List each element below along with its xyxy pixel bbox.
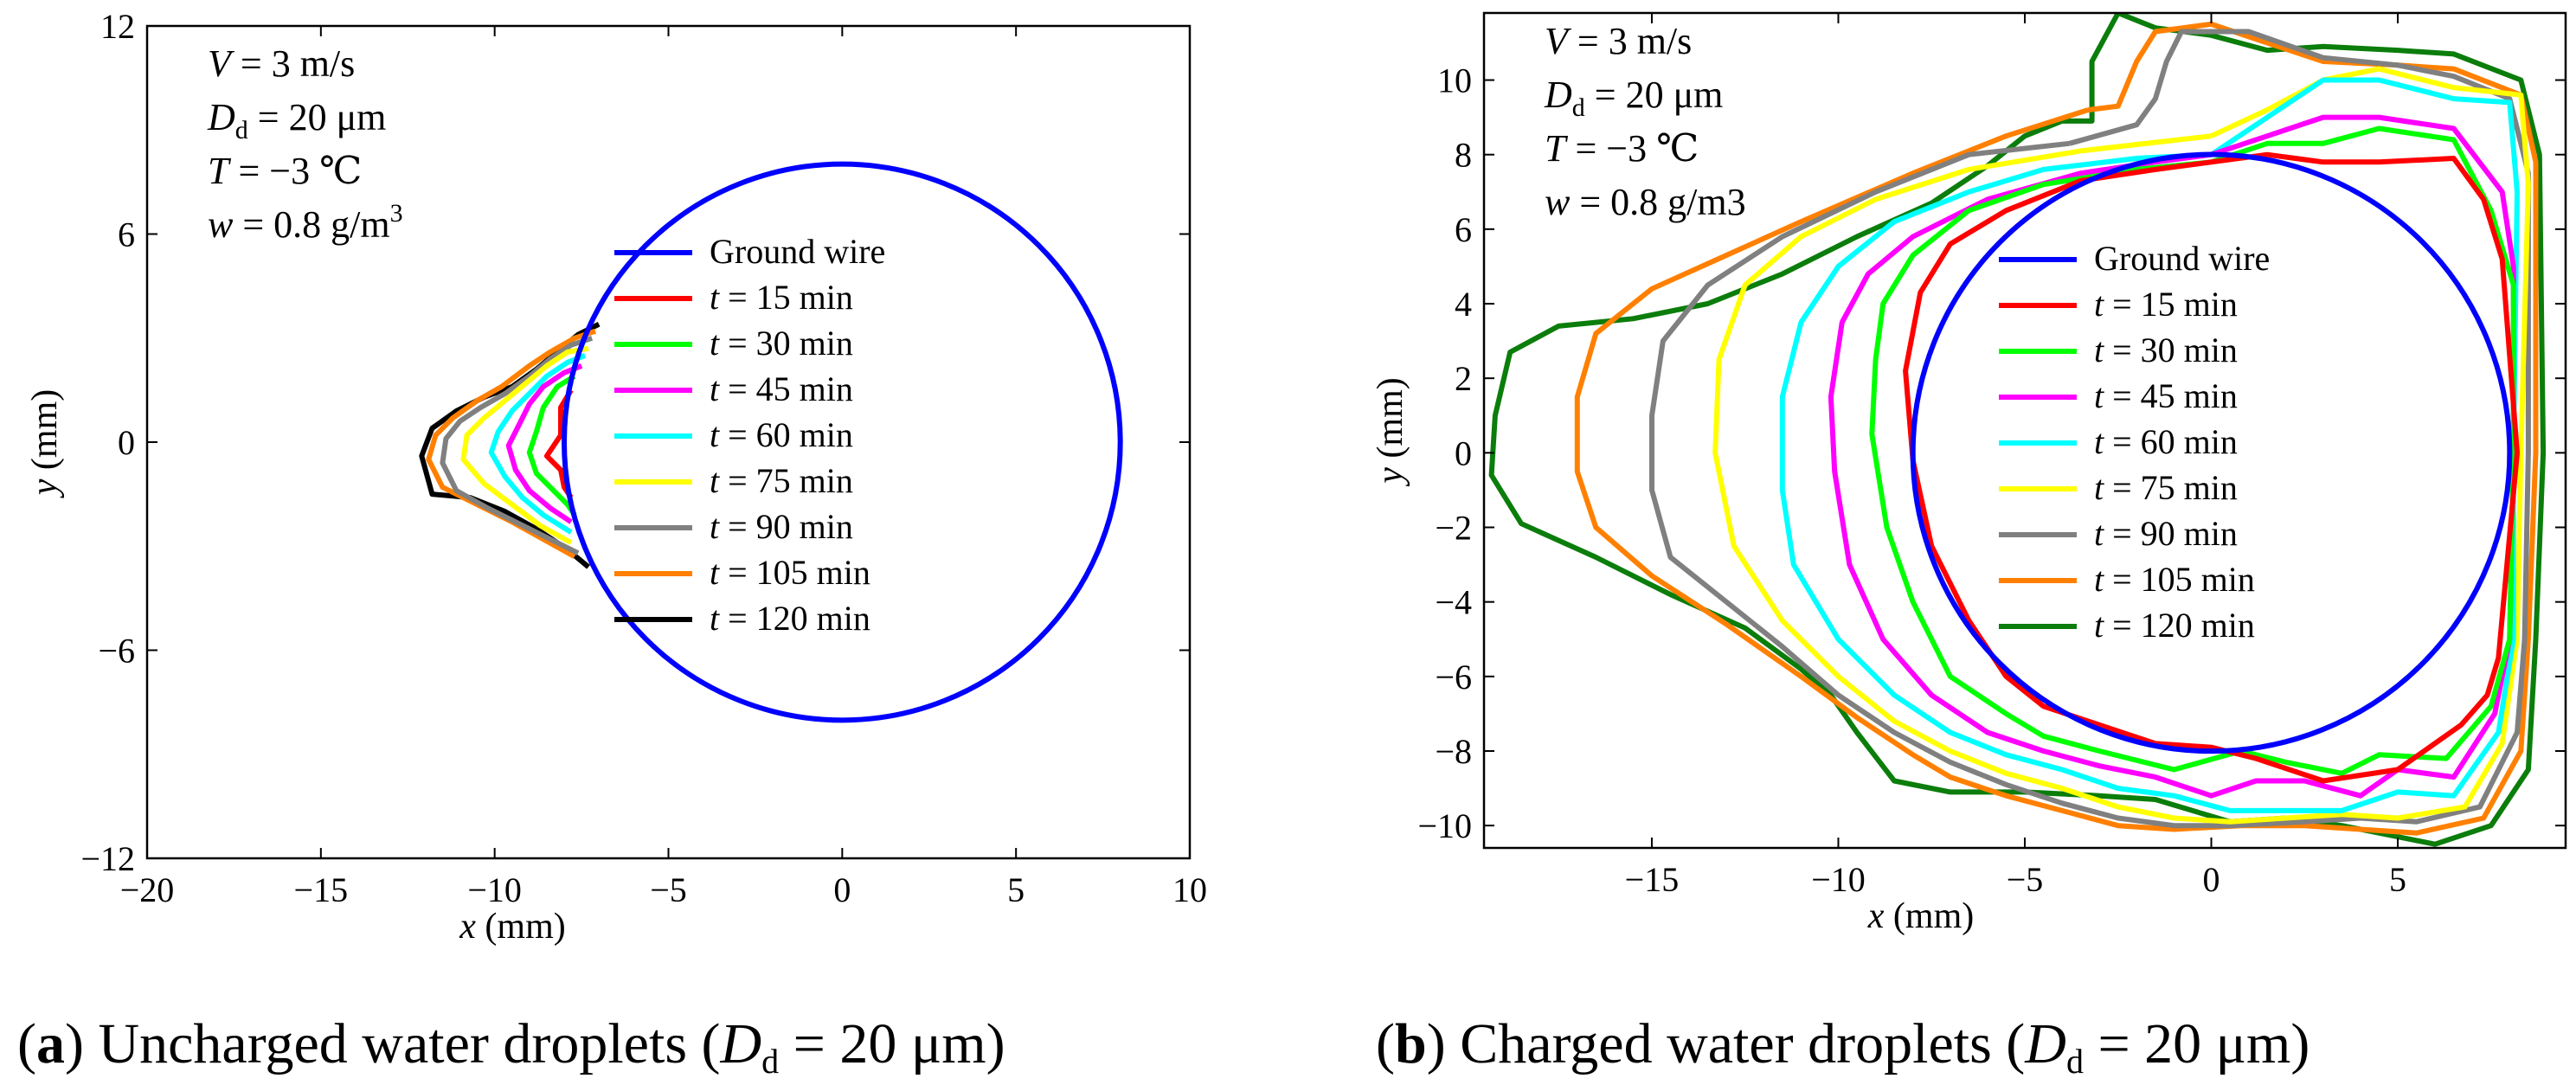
annotation-2: Dd = 20 μm (1544, 74, 1723, 122)
x-tick-label: −10 (467, 870, 522, 909)
legend-label: t = 30 min (2094, 331, 2238, 369)
y-tick-label: −8 (1435, 732, 1472, 771)
series-line (1903, 151, 2520, 784)
x-tick-label: −5 (2007, 860, 2044, 899)
y-tick-label: 4 (1455, 285, 1472, 324)
x-tick-label: 0 (2203, 860, 2220, 899)
series-line (488, 353, 587, 535)
caption-a-letter: a (36, 1012, 65, 1075)
series-line (1779, 77, 2520, 813)
y-tick-label: 8 (1455, 136, 1472, 175)
legend-label: Ground wire (2094, 239, 2270, 278)
y-tick-label: 6 (1455, 210, 1472, 249)
legend-label: t = 60 min (710, 415, 853, 454)
legend-label: Ground wire (710, 232, 885, 271)
y-tick-label: −4 (1435, 583, 1472, 622)
y-tick-label: −6 (1435, 658, 1472, 697)
x-tick-label: −15 (1625, 860, 1680, 899)
legend-label: t = 60 min (2094, 422, 2238, 461)
y-tick-label: 0 (1455, 433, 1472, 472)
annotation-3: T = −3 ℃ (208, 150, 362, 192)
x-tick-label: −20 (120, 870, 175, 909)
annotation-1: V = 3 m/s (1545, 20, 1692, 62)
legend-label: t = 120 min (710, 599, 870, 638)
series-line (1649, 29, 2531, 829)
y-tick-label: −10 (1417, 806, 1472, 845)
caption-b: (b) Charged water droplets (Dd = 20 μm) (1376, 1012, 2309, 1081)
y-tick-label: 12 (100, 7, 135, 46)
caption-a: (a) Uncharged water droplets (Dd = 20 μm… (17, 1012, 1005, 1081)
plot-area (1488, 13, 2547, 847)
series-line (1712, 66, 2531, 825)
legend-label: t = 105 min (710, 553, 870, 592)
x-axis-label: x (mm) (1867, 896, 1974, 936)
legend-label: t = 75 min (2094, 468, 2238, 507)
series-line (505, 363, 583, 524)
legend-label: t = 15 min (2094, 285, 2238, 324)
panel-b: −15 −10 −5 0 5 −10 −8 −6 −4 −2 0 2 4 6 8 10 x (mm) y (mm)… (1371, 11, 2567, 936)
annotation-4: w = 0.8 g/m3 (208, 199, 403, 246)
panel-a: −20 −15 −10 −5 0 5 10 −12 −6 0 6 12 x (mm) y (mm) V = … (25, 7, 1207, 947)
y-tick-label: 2 (1455, 359, 1472, 398)
ground-wire-circle (562, 161, 1123, 723)
annotation-1: V = 3 m/s (208, 42, 355, 85)
legend-label: t = 120 min (2094, 606, 2255, 645)
series-line (526, 374, 577, 517)
x-tick-label: −15 (294, 870, 349, 909)
annotation-4: w = 0.8 g/m3 (1545, 181, 1746, 223)
legend-label: t = 90 min (2094, 514, 2238, 553)
legend-label: t = 90 min (710, 507, 853, 546)
legend-label: t = 75 min (710, 461, 853, 500)
series-line (1828, 114, 2516, 799)
x-tick-label: 5 (1007, 870, 1025, 909)
series-line (440, 335, 594, 555)
y-tick-label: 0 (118, 423, 135, 462)
y-axis-label: y (mm) (25, 389, 65, 498)
legend-label: t = 45 min (710, 369, 853, 408)
series-line (460, 345, 589, 545)
annotation-3: T = −3 ℃ (1545, 127, 1699, 170)
y-axis-label: y (mm) (1371, 377, 1410, 486)
ground-wire-circle (1910, 151, 2513, 754)
series-line (543, 388, 574, 499)
x-tick-label: −10 (1811, 860, 1866, 899)
x-tick-label: −5 (650, 870, 687, 909)
y-tick-label: −12 (80, 839, 135, 878)
plot-area (419, 161, 1123, 723)
x-tick-label: 10 (1172, 870, 1207, 909)
legend-label: t = 15 min (710, 278, 853, 317)
x-tick-label: 5 (2389, 860, 2406, 899)
legend-label: t = 30 min (710, 324, 853, 363)
x-tick-label: 0 (833, 870, 851, 909)
annotation-2: Dd = 20 μm (207, 96, 386, 144)
y-tick-label: −2 (1435, 509, 1472, 548)
y-tick-label: 6 (118, 215, 135, 254)
y-tick-label: 10 (1437, 61, 1472, 100)
x-axis-label: x (mm) (459, 907, 565, 947)
y-tick-label: −6 (98, 632, 135, 671)
caption-b-letter: b (1395, 1012, 1427, 1075)
legend-label: t = 45 min (2094, 376, 2238, 415)
legend-label: t = 105 min (2094, 560, 2255, 599)
